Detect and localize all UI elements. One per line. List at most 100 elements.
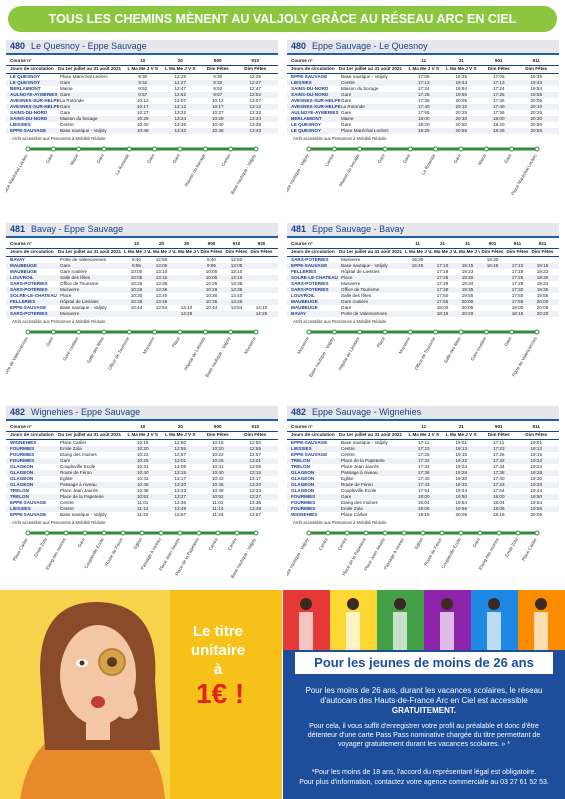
promo-paragraph: *Pour les moins de 18 ans, l'accord du r… [311,769,537,776]
stop-label: Porte de Valenciennes [511,335,538,377]
days-cell: Dim Fêtes [487,66,510,71]
time: 19:22 [455,458,468,463]
town: SOLRE-LE-CHATEAU [291,275,338,280]
timetable-row: LE QUESNOY Gare 9:32 12:27 9:32 12:27 [6,80,278,86]
stop-dot [306,146,312,152]
time: 10:22 [212,452,224,457]
town: LIESSIES [291,446,312,451]
route-name: Bavay - Eppe Sauvage [31,224,124,234]
time: 9:30 [138,74,148,79]
stop-label: Centre [337,537,348,552]
header-row: Course n° 11 21 901 911 [287,58,559,66]
time: 17:55 [418,110,430,115]
time: 19:30 [530,476,543,481]
time: 10:26 [130,287,143,292]
stop-label: Place Maréchal Leclerc [6,152,29,196]
time: 20:55 [455,128,468,133]
stop-dot [357,329,363,335]
header-row: Course n° 11 21 901 911 [287,424,559,432]
course-number: 911 [532,58,540,63]
stop: Gare [60,110,71,115]
stop: Base nautique - Valjoly [341,440,388,445]
course-number: 910 [251,58,260,63]
time: 12:50 [230,257,243,262]
time: 19:54 [455,500,468,505]
stop-dot [44,530,50,536]
time: 19:15 [530,452,543,457]
stop-label: Porte de Valenciennes [6,335,29,377]
stop: Route de Féron [341,482,373,487]
time: 19:55 [455,92,468,97]
town: FELLERIES [291,269,317,274]
stop-dot [344,530,350,536]
stop-label: Salle des fêtes [443,335,462,364]
time: 17:10 [511,263,524,268]
header-cell: Du 1er juillet au 31 août 2021 [339,432,403,437]
time: 17:05 [493,74,505,79]
time: 20:10 [530,104,543,109]
town: EPPE-SAUVAGE [291,263,328,268]
time: 18:00 [493,116,505,121]
accessibility-note: Arrêt accessible aux Personnes à Mobilit… [293,136,387,141]
stop: Gare routière [341,299,369,304]
stop-dot [228,146,234,152]
time: 20:00 [461,299,474,304]
header-cell: Jours de circulation [10,66,54,71]
course-number: 910 [232,241,241,246]
stop: Centre [60,506,74,511]
town: AVESNES-SUR-HELPE [10,104,60,109]
route-diagram: Place Maréchal Leclerc Gare Mairie Gare La R… [6,146,259,196]
time: 18:00 [418,494,430,499]
town: EPPE-SAUVAGE [10,305,47,310]
stop: Musverre [60,287,80,292]
stop-dot [483,146,489,152]
stop-dot [433,329,439,335]
stop-dot [76,329,82,335]
time: 14:25 [180,311,193,316]
town: BERLAIMONT [291,116,322,121]
promo-left: Le titre unitaire à 1€ ! [0,590,282,799]
timetable-row: GLAGEON Eglise 17:40 19:30 17:40 19:30 [287,476,559,482]
stop-dot [158,530,164,536]
time: 19:35 [530,74,543,79]
timetable-row: SARS-POTERIES Musverre 16:30 16:30 [287,257,559,263]
time: 13:36 [155,287,168,292]
stop-dot [325,530,331,536]
stop-label: Gare [96,153,106,165]
timetable-row: MAUBEUGE Gare routière 10:00 13:10 10:00 13:1… [6,269,278,275]
stop-label: Gare [503,153,513,165]
days-cell: L Ma Me J V S [164,432,196,437]
time: 13:54 [155,305,168,310]
promo-text: Pour les moins de 26 ans, durant les vac… [305,686,543,705]
stop-dot [253,146,259,152]
stop-label: Maison du bocage [338,153,361,188]
time: 10:05 [205,275,218,280]
stop-dot [82,530,88,536]
stop: Centre [341,446,355,451]
time: 10:22 [137,452,149,457]
time: 18:04 [493,500,505,505]
time: 16:30 [411,257,424,262]
time: 20:55 [530,128,543,133]
route-name: Eppe Sauvage - Bavay [312,224,405,234]
timetable-panel: 481 Eppe Sauvage - Bavay Course n° 11 21 31 90… [287,223,559,400]
town: BERLAIMONT [10,86,41,91]
time: 13:20 [174,482,187,487]
town: AULNOYE-AYMERIES [291,110,339,115]
time: 16:45 [411,263,424,268]
timetable-row: AULNOYE-AYMERIES Gare 9:57 12:52 9:57 12:52 [6,92,278,98]
time: 13:35 [249,122,262,127]
time: 19:22 [530,458,543,463]
town: AULNOYE-AYMERIES [10,92,58,97]
time: 10:45 [212,482,224,487]
timetable-row: LE QUESNOY Gare 18:20 20:50 18:20 20:50 [287,122,559,128]
stop: Centre [60,122,74,127]
time: 17:43 [493,482,505,487]
town: GLAGEON [291,482,315,487]
time: 9:32 [213,80,223,85]
course-number: 901 [494,58,503,63]
time: 19:15 [461,263,474,268]
time: 10:48 [212,488,224,493]
days-cell: Dim Fêtes [481,249,504,254]
